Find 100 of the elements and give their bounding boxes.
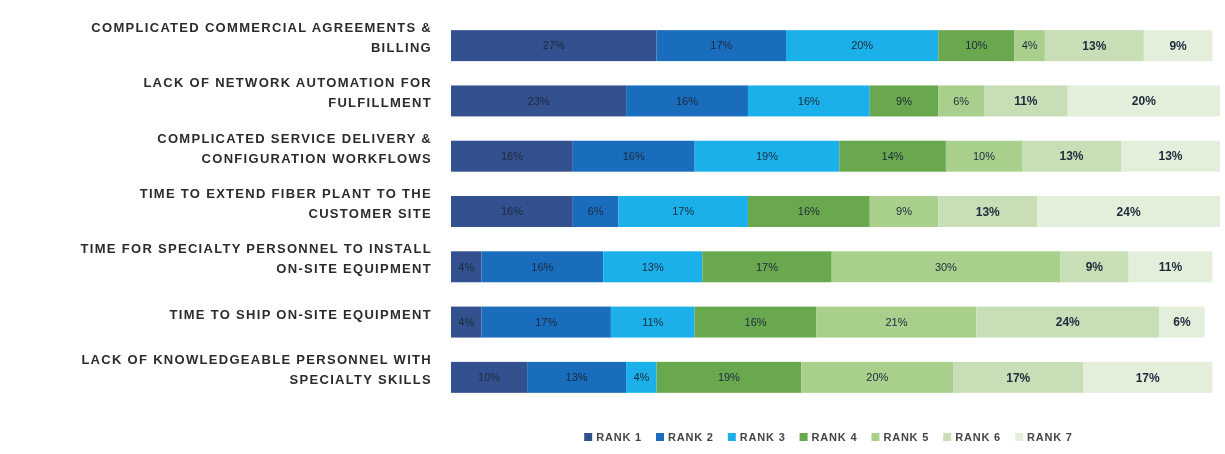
y-tick-label: COMPLICATED COMMERCIAL AGREEMENTS & BILLING (91, 20, 432, 56)
y-tick-label: LACK OF NETWORK AUTOMATION FOR FULFILLMENT (143, 75, 432, 111)
data-label: 10% (972, 150, 996, 163)
data-label: 13% (1082, 38, 1107, 53)
bar (945, 140, 1023, 172)
bar (694, 140, 840, 172)
bar (747, 196, 870, 227)
bar (603, 251, 703, 283)
bar (747, 85, 870, 117)
bar (801, 361, 954, 393)
bar (451, 85, 627, 117)
bar (481, 306, 611, 338)
bar (1082, 361, 1213, 393)
legend-label: RANK 6 (955, 430, 1001, 443)
data-label: 16% (797, 94, 821, 107)
bar (938, 85, 984, 117)
data-label: 9% (1085, 259, 1104, 274)
data-label: 23% (527, 94, 550, 107)
data-label: 17% (1006, 370, 1031, 385)
legend-label: RANK 5 (883, 430, 930, 443)
data-label: 17% (755, 260, 779, 273)
legend-label: RANK 4 (811, 430, 858, 443)
bar (953, 361, 1083, 393)
data-label: 19% (717, 371, 741, 384)
legend-label: RANK 3 (739, 430, 786, 443)
legend-label: RANK 7 (1027, 430, 1073, 443)
data-label: 16% (676, 94, 699, 107)
data-label: 16% (500, 205, 524, 218)
data-label: 4% (633, 371, 650, 384)
bar (610, 306, 695, 338)
bar (938, 196, 1038, 227)
bar (869, 85, 939, 117)
data-label: 20% (1131, 94, 1157, 109)
data-label: 20% (866, 371, 889, 384)
bar (1121, 140, 1220, 172)
data-label: 17% (710, 39, 733, 52)
data-label: 13% (1158, 149, 1183, 164)
data-label: 10% (965, 39, 988, 52)
bar (451, 140, 573, 172)
bar (481, 251, 604, 283)
data-label: 6% (587, 205, 604, 218)
data-label: 27% (542, 39, 566, 52)
bar (1014, 30, 1045, 62)
data-label: 11% (642, 315, 664, 328)
bar (1060, 251, 1129, 283)
data-label: 17% (535, 315, 558, 328)
legend-label: RANK 1 (596, 430, 642, 443)
bar (983, 85, 1068, 117)
data-label: 13% (975, 204, 1001, 219)
bar (702, 251, 832, 283)
data-label: 4% (1021, 39, 1038, 52)
bar (451, 251, 482, 283)
data-label: 10% (478, 371, 501, 384)
data-label: 19% (755, 150, 779, 163)
bar (527, 361, 627, 393)
data-label: 4% (458, 260, 475, 273)
data-label: 4% (458, 315, 475, 328)
data-label: 24% (1055, 315, 1081, 330)
data-label: 16% (744, 315, 767, 328)
bar (626, 361, 657, 393)
bar (451, 361, 528, 393)
bar (451, 196, 573, 227)
legend-label: RANK 2 (668, 430, 714, 443)
y-tick-label: COMPLICATED SERVICE DELIVERY & CONFIGURATION WORKFLOWS (157, 130, 432, 166)
data-label: 24% (1116, 204, 1141, 219)
data-label: 9% (1169, 38, 1188, 53)
bar (869, 196, 939, 227)
bar (1022, 140, 1122, 172)
data-label: 14% (881, 150, 904, 163)
data-label: 20% (851, 39, 874, 52)
data-label: 17% (672, 205, 695, 218)
y-tick-label: TIME TO SHIP ON-SITE EQUIPMENT (169, 306, 432, 322)
bar (572, 140, 695, 172)
data-label: 13% (1059, 149, 1084, 164)
bar (626, 85, 748, 117)
bar (831, 251, 1061, 283)
data-label: 16% (500, 150, 524, 163)
bar (1143, 30, 1213, 62)
data-label: 9% (896, 205, 913, 218)
bar (976, 306, 1160, 338)
bar (451, 30, 657, 62)
bar (816, 306, 977, 338)
data-label: 9% (896, 94, 913, 107)
bar (1067, 85, 1220, 117)
bar (1044, 30, 1144, 62)
data-label: 13% (641, 260, 664, 273)
data-label: 21% (885, 315, 908, 328)
bar (618, 196, 748, 227)
bar (839, 140, 946, 172)
bar (1037, 196, 1220, 227)
data-label: 6% (953, 94, 970, 107)
y-tick-label: TIME FOR SPECIALTY PERSONNEL TO INSTALL ON-SITE EQUIPMENT (80, 241, 432, 277)
y-tick-label: LACK OF KNOWLEDGEABLE PERSONNEL WITH SPECIALTY SKILLS (81, 351, 432, 387)
bar (1159, 306, 1205, 338)
data-label: 11% (1014, 94, 1038, 109)
y-tick-label: TIME TO EXTEND FIBER PLANT TO THE CUSTOMER SITE (139, 186, 432, 222)
data-label: 30% (934, 260, 958, 273)
bar (694, 306, 817, 338)
data-label: 17% (1135, 370, 1160, 385)
data-label: 16% (531, 260, 554, 273)
